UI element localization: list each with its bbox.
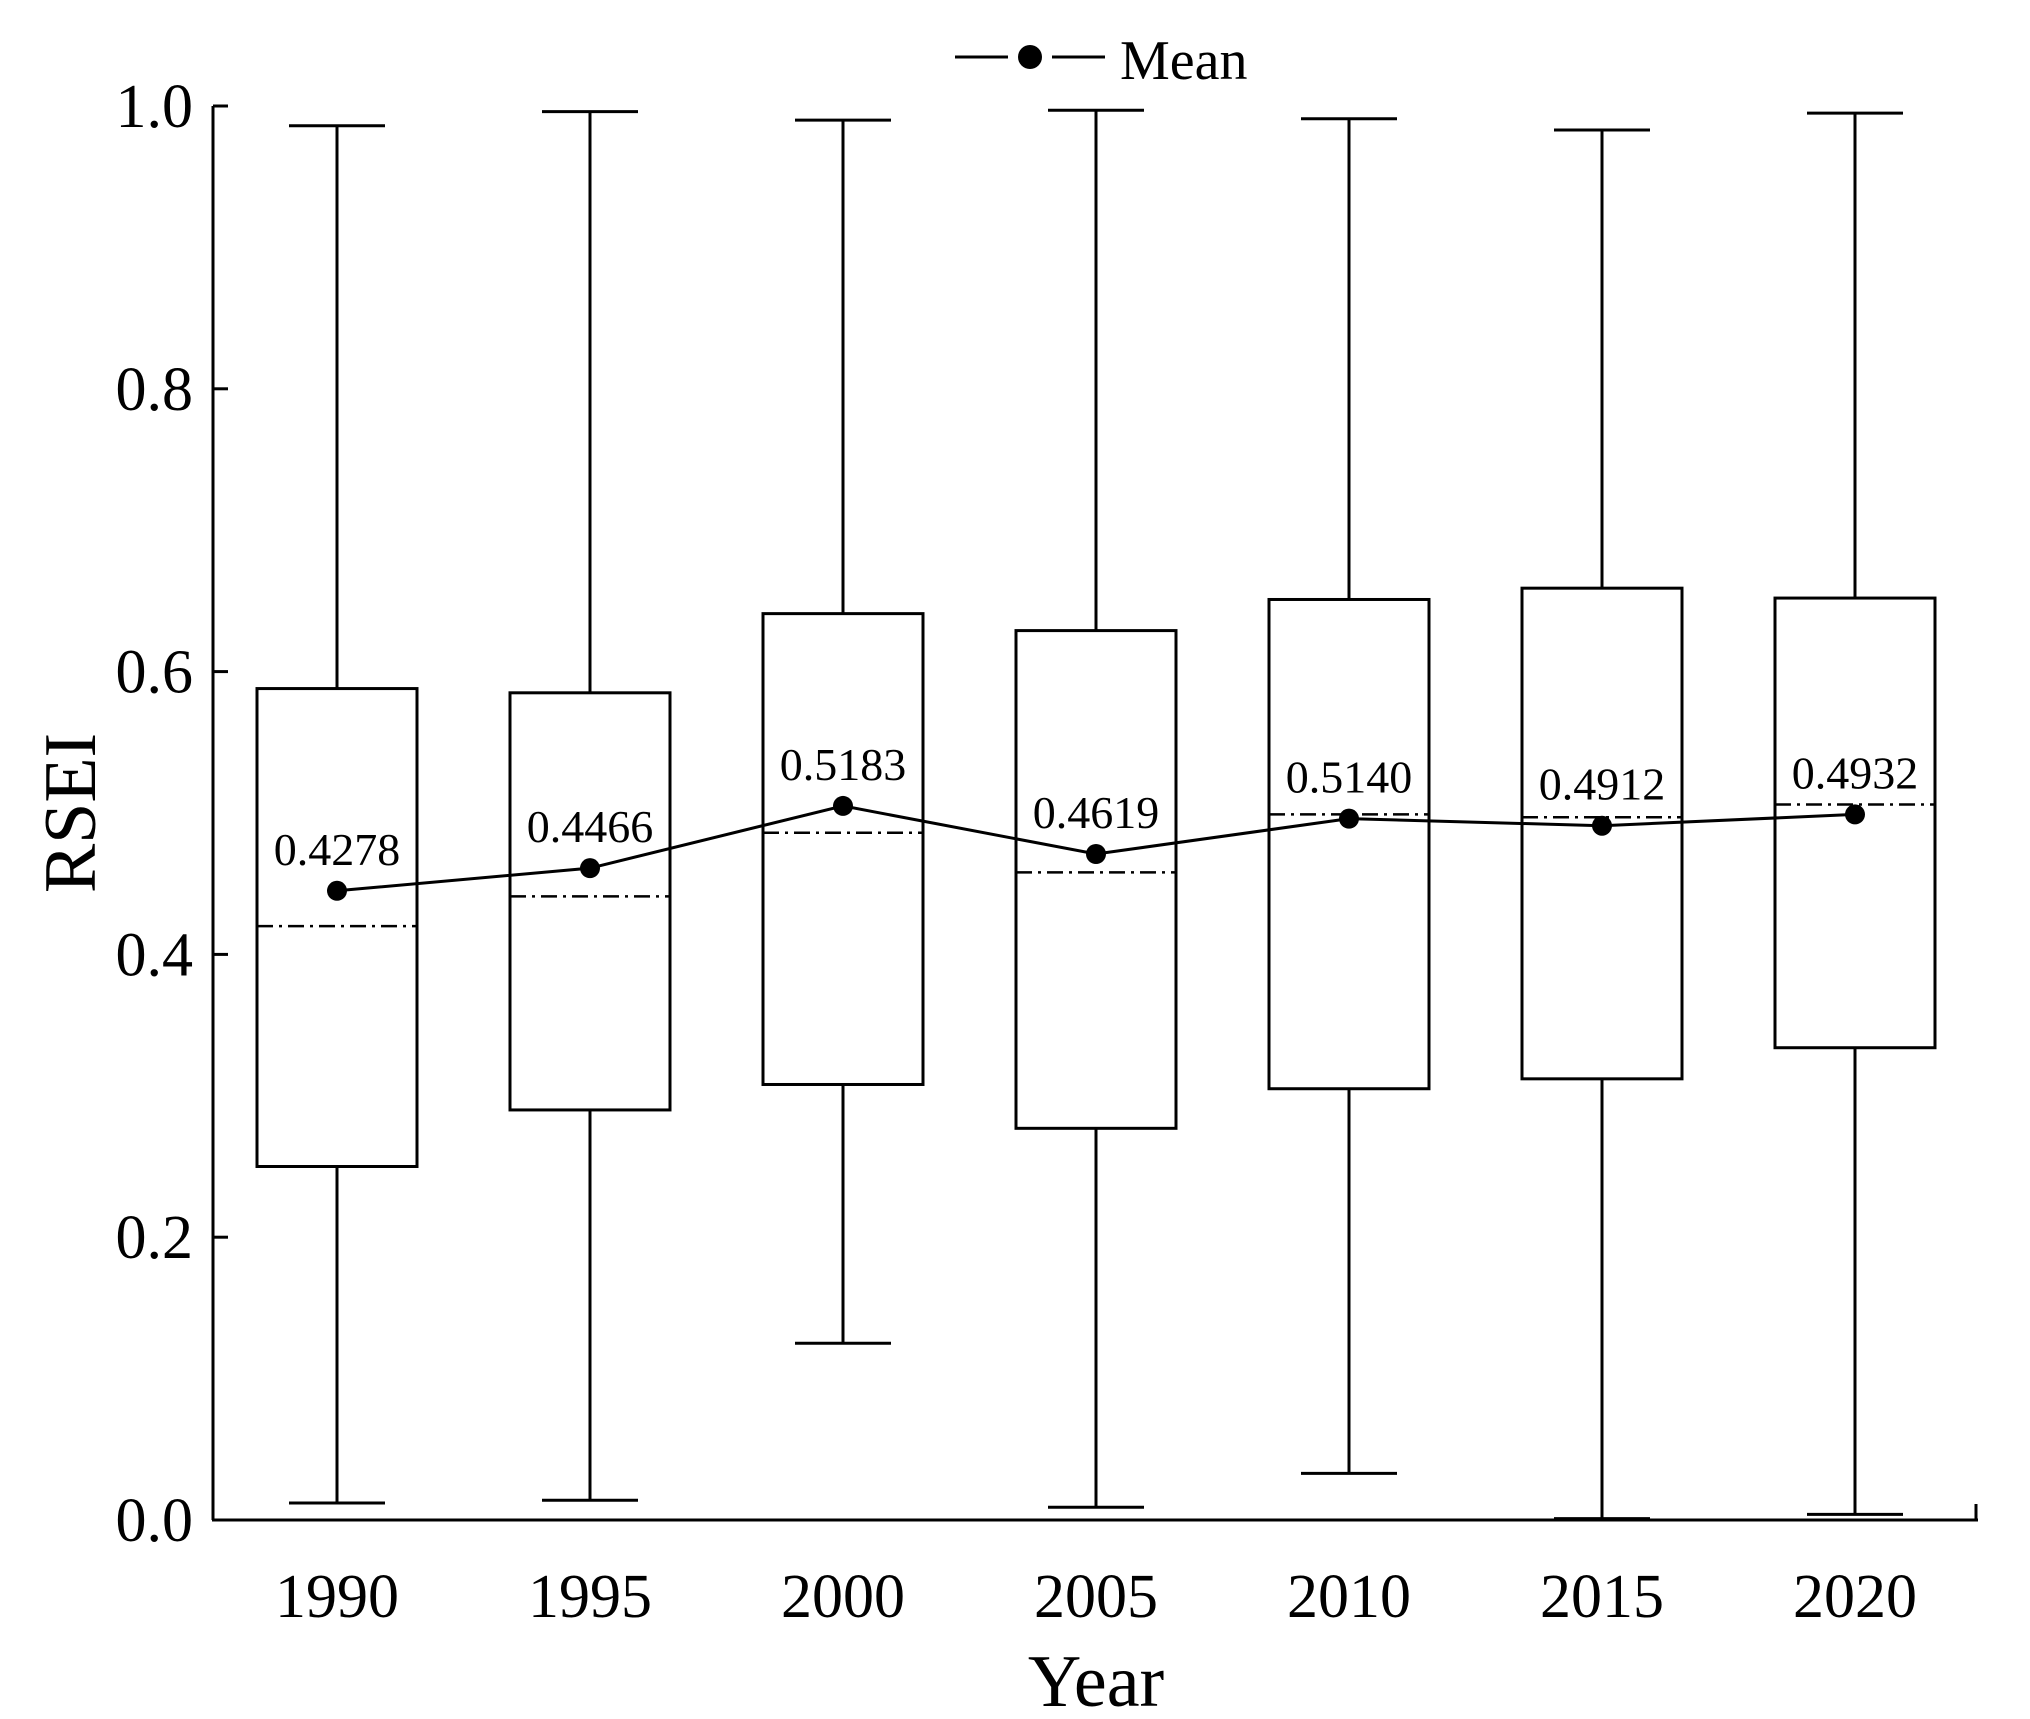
mean-series: 0.4278 0.4466 0.5183 0.4619 0.5140 0.4912 0.49…: [274, 739, 1919, 901]
boxes: [255, 108, 1937, 1521]
mean-point: [1339, 808, 1359, 829]
y-tick-label: 0.4: [116, 921, 194, 989]
mean-point: [1592, 815, 1612, 836]
legend-label: Mean: [1120, 30, 1248, 92]
iqr-box: [761, 612, 925, 1086]
iqr-box: [508, 691, 672, 1112]
x-tick-label: 2010: [1287, 1563, 1411, 1631]
box-2020: [1773, 111, 1937, 1516]
iqr-box: [1773, 596, 1937, 1050]
y-tick-label: 0.8: [116, 356, 194, 424]
x-axis-title: Year: [1028, 1641, 1164, 1719]
mean-point: [327, 880, 347, 901]
x-tick-label: 2020: [1793, 1563, 1917, 1631]
mean-value-label: 0.4619: [1033, 787, 1160, 838]
box-1990: [255, 124, 419, 1505]
legend-marker: [1018, 45, 1042, 69]
box-2010: [1267, 117, 1431, 1475]
y-tick-label: 1.0: [116, 73, 194, 141]
x-tick-label: 2000: [781, 1563, 905, 1631]
mean-point: [833, 795, 853, 816]
mean-value-label: 0.4278: [274, 824, 401, 875]
mean-value-label: 0.4466: [527, 801, 654, 852]
x-tick-label: 1995: [528, 1563, 652, 1631]
mean-point: [1086, 844, 1106, 865]
mean-value-label: 0.5140: [1286, 752, 1413, 803]
mean-point: [580, 858, 600, 879]
y-axis-title: RSEI: [30, 733, 112, 893]
box-2005: [1014, 108, 1178, 1509]
y-ticks: 0.0 0.2 0.4 0.6 0.8 1.0: [116, 73, 228, 1555]
x-tick-label: 2015: [1540, 1563, 1664, 1631]
box-2015: [1520, 128, 1684, 1521]
legend: Mean: [955, 30, 1248, 92]
mean-value-label: 0.5183: [780, 739, 907, 790]
iqr-box: [1014, 629, 1178, 1130]
y-tick-label: 0.6: [116, 639, 194, 707]
x-tick-label: 1990: [275, 1563, 399, 1631]
y-tick-label: 0.2: [116, 1204, 194, 1272]
x-ticks: 1990 1995 2000 2005 2010 2015 2020: [275, 1563, 1917, 1631]
mean-value-label: 0.4932: [1792, 747, 1919, 798]
mean-point: [1845, 804, 1865, 825]
y-tick-label: 0.0: [116, 1487, 194, 1555]
iqr-box: [1520, 586, 1684, 1081]
box-1995: [508, 110, 672, 1502]
mean-value-label: 0.4912: [1539, 759, 1666, 810]
x-tick-label: 2005: [1034, 1563, 1158, 1631]
iqr-box: [255, 687, 419, 1168]
box-2000: [761, 118, 925, 1345]
iqr-box: [1267, 597, 1431, 1091]
